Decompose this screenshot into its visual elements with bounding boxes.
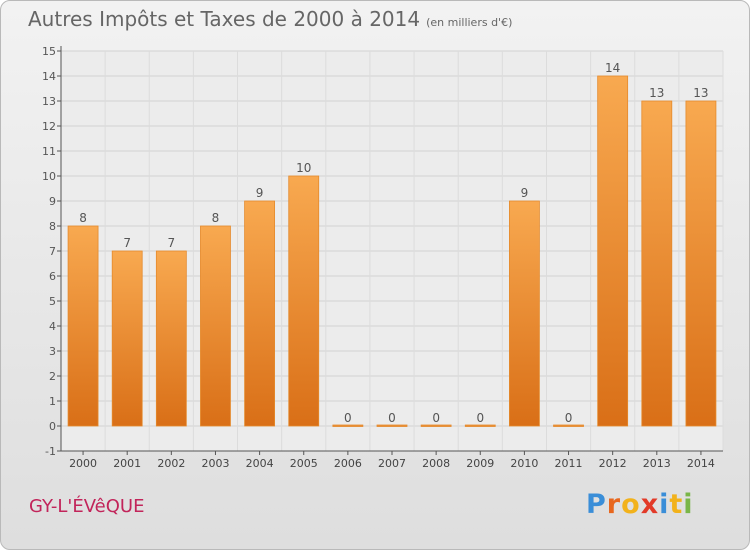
- y-tick-label: 9: [49, 195, 56, 208]
- bar: [155, 250, 187, 427]
- data-label: 0: [565, 411, 573, 425]
- logo-letter: o: [621, 489, 641, 520]
- x-tick-label: 2014: [687, 457, 715, 470]
- y-tick-label: 14: [42, 70, 56, 83]
- y-tick-label: 10: [42, 170, 56, 183]
- data-label: 13: [693, 86, 708, 100]
- logo-letter: i: [659, 489, 670, 520]
- x-tick-label: 2009: [466, 457, 494, 470]
- bar: [111, 250, 143, 427]
- data-label: 8: [79, 211, 87, 225]
- data-label: 8: [212, 211, 220, 225]
- x-tick-label: 2000: [69, 457, 97, 470]
- bar: [685, 100, 717, 427]
- bar: [597, 75, 629, 427]
- bar: [332, 424, 364, 427]
- logo-letter: i: [683, 489, 694, 520]
- y-tick-label: 8: [49, 220, 56, 233]
- y-tick-label: 13: [42, 95, 56, 108]
- x-tick-label: 2010: [510, 457, 538, 470]
- y-tick-label: 4: [49, 320, 56, 333]
- y-tick-label: 3: [49, 345, 56, 358]
- bar: [67, 225, 99, 427]
- x-tick-label: 2001: [113, 457, 141, 470]
- y-tick-label: 7: [49, 245, 56, 258]
- logo-letter: P: [586, 489, 607, 520]
- chart-title-text: Autres Impôts et Taxes de 2000 à 2014: [28, 7, 421, 31]
- data-label: 10: [296, 161, 311, 175]
- y-tick-label: -1: [45, 445, 56, 458]
- logo-letter: r: [606, 489, 622, 520]
- data-label: 7: [123, 236, 131, 250]
- data-label: 0: [476, 411, 484, 425]
- data-label: 9: [521, 186, 529, 200]
- bar: [464, 424, 496, 427]
- x-tick-label: 2008: [422, 457, 450, 470]
- x-tick-label: 2007: [378, 457, 406, 470]
- chart-subtitle: (en milliers d'€): [426, 16, 513, 29]
- data-label: 0: [344, 411, 352, 425]
- data-label: 0: [432, 411, 440, 425]
- x-tick-label: 2011: [555, 457, 583, 470]
- data-label: 14: [605, 61, 620, 75]
- bar: [376, 424, 408, 427]
- bar: [200, 225, 231, 427]
- bar: [288, 175, 320, 427]
- x-tick-label: 2005: [290, 457, 318, 470]
- y-tick-label: 0: [49, 420, 56, 433]
- y-tick-label: 2: [49, 370, 56, 383]
- logo-letter: t: [669, 489, 684, 520]
- bar: [508, 200, 540, 427]
- bar: [553, 424, 584, 427]
- x-tick-label: 2006: [334, 457, 362, 470]
- x-tick-label: 2002: [157, 457, 185, 470]
- y-tick-label: 6: [49, 270, 56, 283]
- data-label: 0: [388, 411, 396, 425]
- data-label: 9: [256, 186, 264, 200]
- y-tick-label: 12: [42, 120, 56, 133]
- bar: [641, 100, 673, 427]
- y-tick-label: 15: [42, 45, 56, 58]
- data-label: 7: [168, 236, 176, 250]
- commune-name: GY-L'ÉVêQUE: [29, 496, 145, 517]
- bar: [420, 424, 452, 427]
- y-tick-label: 1: [49, 395, 56, 408]
- bar: [244, 200, 276, 427]
- x-tick-label: 2004: [246, 457, 274, 470]
- y-tick-label: 11: [42, 145, 56, 158]
- x-tick-label: 2013: [643, 457, 671, 470]
- y-tick-label: 5: [49, 295, 56, 308]
- x-tick-label: 2012: [599, 457, 627, 470]
- logo-letter: x: [640, 489, 660, 520]
- chart-title: Autres Impôts et Taxes de 2000 à 2014 (en…: [28, 7, 512, 31]
- proxiti-logo[interactable]: Proxiti: [586, 489, 694, 520]
- data-label: 13: [649, 86, 664, 100]
- x-tick-label: 2003: [201, 457, 229, 470]
